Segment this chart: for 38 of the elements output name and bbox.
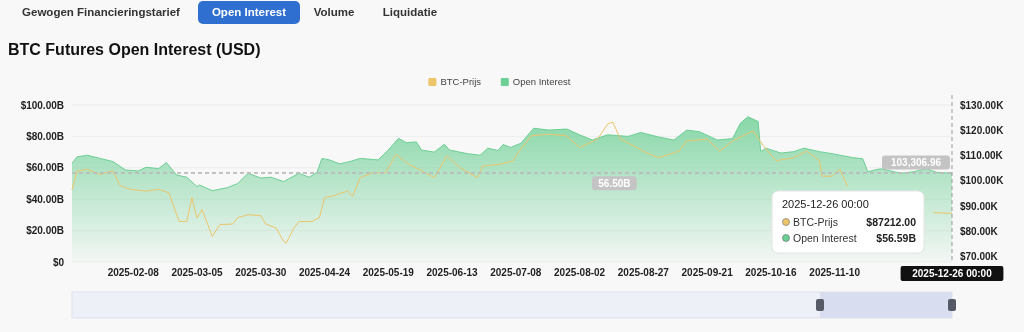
y2-tick-label: $70.00K xyxy=(960,251,999,263)
x-tick-label: 2025-03-30 xyxy=(235,267,287,278)
x-tick-label: 2025-03-05 xyxy=(171,267,223,278)
x-tick-label: 2025-06-13 xyxy=(426,267,479,278)
x-tick-label: 2025-05-19 xyxy=(362,267,415,278)
x-tick-label: 2025-10-16 xyxy=(745,267,797,278)
ref-line-label: 56.50B xyxy=(598,177,631,189)
x-tick-label: 2025-07-08 xyxy=(490,267,542,278)
y2-tick-label: $90.00K xyxy=(960,200,999,212)
ref-line-label: 2025-12-26 00:00 xyxy=(912,268,993,279)
chart-title: BTC Futures Open Interest (USD) xyxy=(8,41,261,58)
y2-tick-label: $80.00K xyxy=(960,226,999,238)
y-tick-label: $100.00B xyxy=(20,99,64,111)
x-tick-label: 2025-11-10 xyxy=(809,267,861,278)
y-tick-label: $20.00B xyxy=(26,225,64,237)
x-tick-label: 2025-02-08 xyxy=(107,267,160,278)
y-tick-label: $60.00B xyxy=(26,162,64,174)
x-tick-label: 2025-08-27 xyxy=(617,267,670,278)
annotation: 2025-12-26 00:00 xyxy=(782,198,869,210)
x-tick-label: 2025-09-21 xyxy=(681,267,734,278)
text: Gewogen Financieringstarief xyxy=(22,6,181,18)
ref-line-label: 103,306.96 xyxy=(890,157,942,169)
y2-tick-label: $120.00K xyxy=(960,124,1005,136)
y-tick-label: $40.00B xyxy=(26,193,64,205)
x-tick-label: 2025-04-24 xyxy=(298,267,351,278)
y-tick-label: $80.00B xyxy=(26,130,64,142)
text: Liquidatie xyxy=(382,6,438,18)
text: BTC-Prijs $87212.00 xyxy=(793,216,916,228)
text: Volume xyxy=(313,6,355,18)
y2-tick-label: $110.00K xyxy=(960,150,1004,162)
text: Open Interest xyxy=(211,6,287,18)
legend-label: BTC-Prijs xyxy=(440,76,482,87)
y-tick-label: $0 xyxy=(52,256,65,268)
y2-tick-label: $100.00K xyxy=(960,175,1005,187)
x-tick-label: 2025-08-02 xyxy=(554,267,606,278)
legend-label: Open Interest xyxy=(512,76,571,87)
y2-tick-label: $130.00K xyxy=(960,99,1005,111)
text: Open Interest $56.59B xyxy=(793,232,916,244)
